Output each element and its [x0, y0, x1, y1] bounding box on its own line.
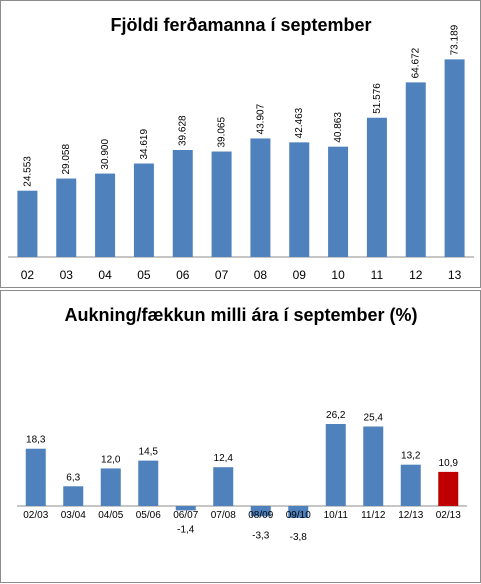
data-label: 43.907	[255, 103, 266, 134]
bar	[250, 138, 271, 257]
chart-panel-change: Aukning/fækkun milli ára í september (%)…	[0, 290, 481, 583]
data-label: 29.058	[61, 144, 72, 175]
x-tick-label: 07/08	[211, 510, 236, 521]
data-label: 42.463	[294, 107, 305, 138]
data-label: 30.900	[100, 139, 111, 170]
data-label: 39.628	[178, 115, 189, 146]
bar	[175, 506, 196, 511]
change-bar-chart: Aukning/fækkun milli ára í september (%)…	[17, 305, 467, 543]
visitors-bar-chart: Fjöldi ferðamanna í september 24.553 02 29…	[8, 15, 474, 282]
chart-plot-area: 24.553 02 29.058 03 30.900 04 34.619 05 39.628 06…	[8, 24, 474, 282]
chart-plot-area: 18,3 02/03 6,3 03/04 12,0 04/05 14,5 05/06 -1,4 0…	[17, 410, 467, 543]
x-tick-label: 13	[448, 268, 462, 282]
chart-title: Aukning/fækkun milli ára í september (%)	[64, 305, 417, 325]
x-tick-label: 04	[98, 268, 112, 282]
x-tick-label: 08/09	[248, 510, 273, 521]
bar	[363, 426, 384, 506]
data-label: 13,2	[401, 451, 421, 462]
chart-panel-visitors: Fjöldi ferðamanna í september 24.553 02 29…	[0, 0, 481, 288]
bar	[63, 486, 84, 506]
bar	[133, 163, 154, 257]
bar	[444, 59, 465, 258]
data-label: 73.189	[450, 24, 461, 55]
data-label: 39.065	[217, 117, 228, 148]
data-label: 24.553	[22, 156, 33, 187]
x-tick-label: 08	[254, 268, 268, 282]
data-label: 10,9	[439, 458, 459, 469]
bar	[405, 82, 426, 258]
x-tick-label: 02/13	[436, 510, 461, 521]
x-tick-label: 03	[60, 268, 74, 282]
x-tick-label: 06	[176, 268, 190, 282]
x-tick-label: 06/07	[173, 510, 198, 521]
data-label: 12,4	[214, 453, 234, 464]
data-label: 25,4	[364, 412, 384, 423]
data-label: 26,2	[326, 410, 346, 421]
x-tick-label: 07	[215, 268, 229, 282]
data-label: 18,3	[26, 435, 46, 446]
x-tick-label: 02/03	[23, 510, 48, 521]
x-tick-label: 10/11	[324, 510, 349, 521]
bar	[366, 117, 387, 257]
data-label: -1,4	[177, 524, 195, 535]
bar	[438, 471, 459, 506]
bar	[288, 506, 309, 518]
x-tick-label: 02	[21, 268, 35, 282]
bar	[100, 468, 121, 506]
x-tick-label: 12	[409, 268, 423, 282]
bar	[17, 190, 38, 257]
bar	[213, 467, 234, 506]
x-tick-label: 04/05	[98, 510, 123, 521]
data-label: 51.576	[372, 83, 383, 114]
data-label: 64.672	[411, 47, 422, 78]
bar	[289, 142, 310, 257]
x-tick-label: 09	[293, 268, 307, 282]
x-tick-label: 11	[371, 268, 384, 282]
bar	[328, 146, 349, 257]
bar	[25, 448, 46, 506]
x-tick-label: 12/13	[398, 510, 423, 521]
x-tick-label: 09/10	[286, 510, 311, 521]
data-label: 14,5	[139, 447, 159, 458]
chart-title: Fjöldi ferðamanna í september	[110, 15, 371, 35]
bar	[211, 151, 232, 257]
data-label: 6,3	[66, 472, 80, 483]
bar	[56, 178, 77, 257]
x-tick-label: 03/04	[61, 510, 86, 521]
data-label: 12,0	[101, 454, 121, 465]
data-label: -3,8	[290, 532, 308, 543]
data-label: 40.863	[333, 112, 344, 143]
x-tick-label: 10	[331, 268, 345, 282]
bar	[138, 460, 159, 506]
data-label: -3,3	[252, 530, 270, 541]
bar	[325, 423, 346, 506]
data-label: 34.619	[139, 129, 150, 160]
bar	[95, 173, 116, 257]
x-tick-label: 05/06	[136, 510, 161, 521]
x-tick-label: 05	[137, 268, 151, 282]
x-tick-label: 11/12	[361, 510, 386, 521]
bar	[400, 464, 421, 506]
bar	[250, 506, 271, 517]
bar	[172, 150, 193, 257]
